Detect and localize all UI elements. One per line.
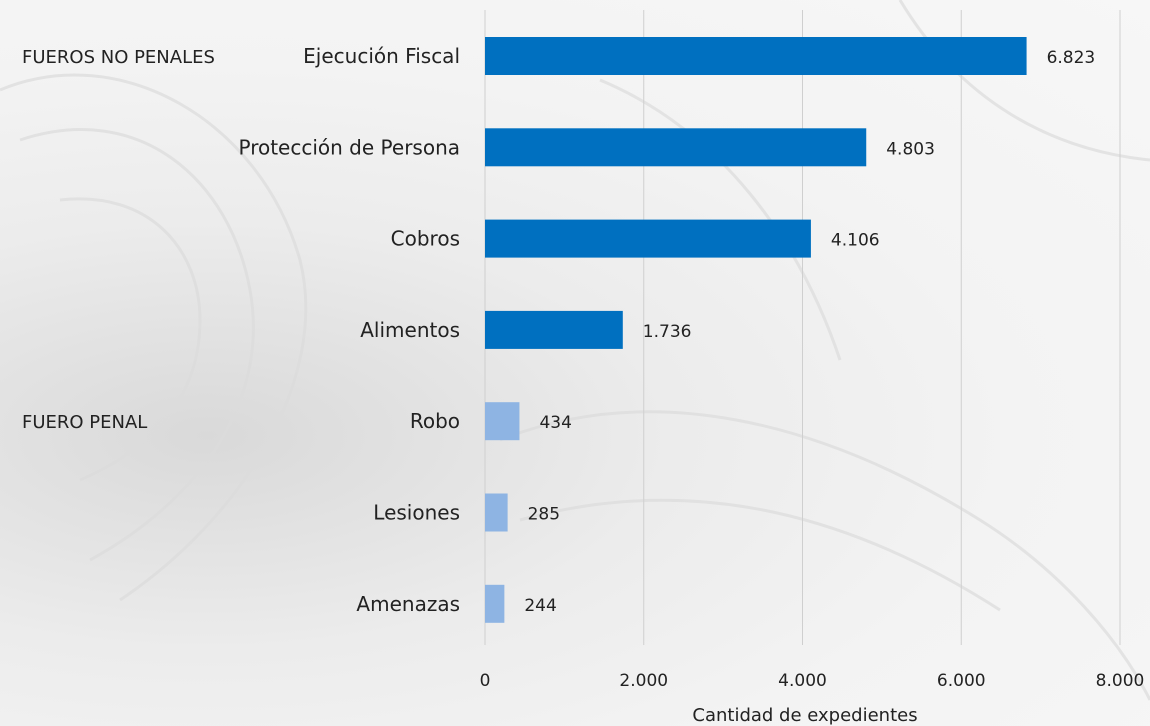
- category-label: Alimentos: [360, 318, 460, 342]
- category-label: Protección de Persona: [238, 135, 460, 159]
- value-labels: 6.823 4.803 4.106 1.736 434 285 244: [524, 48, 1095, 616]
- bar: [485, 219, 811, 258]
- value-label: 434: [539, 413, 571, 433]
- x-tick-label: 8.000: [1096, 671, 1145, 691]
- bar: [485, 128, 867, 167]
- category-label: Lesiones: [373, 501, 460, 525]
- x-tick-label: 4.000: [778, 671, 827, 691]
- value-label: 4.106: [831, 231, 880, 251]
- group-label: FUERO PENAL: [22, 412, 147, 433]
- category-label: Amenazas: [356, 592, 460, 616]
- value-label: 6.823: [1047, 48, 1096, 68]
- x-tick-label: 0: [480, 671, 491, 691]
- category-labels: Ejecución Fiscal Protección de Persona Cob…: [238, 44, 460, 616]
- bars: [485, 37, 1027, 623]
- bar: [485, 584, 505, 623]
- category-label: Robo: [410, 409, 460, 433]
- group-label: FUEROS NO PENALES: [22, 47, 215, 68]
- value-label: 285: [528, 505, 560, 525]
- group-labels: FUEROS NO PENALES FUERO PENAL: [22, 47, 215, 433]
- gridlines: [484, 10, 1121, 645]
- value-label: 1.736: [643, 322, 692, 342]
- x-tick-labels: 0 2.000 4.000 6.000 8.000: [480, 671, 1145, 691]
- bar: [485, 402, 520, 441]
- bar: [485, 310, 623, 349]
- x-tick-label: 2.000: [619, 671, 668, 691]
- x-axis-title: Cantidad de expedientes: [692, 705, 917, 726]
- category-label: Cobros: [391, 227, 460, 251]
- bar: [485, 37, 1027, 75]
- bar: [485, 493, 508, 532]
- value-label: 4.803: [886, 139, 935, 159]
- category-label: Ejecución Fiscal: [303, 44, 460, 68]
- x-tick-label: 6.000: [937, 671, 986, 691]
- value-label: 244: [524, 596, 556, 616]
